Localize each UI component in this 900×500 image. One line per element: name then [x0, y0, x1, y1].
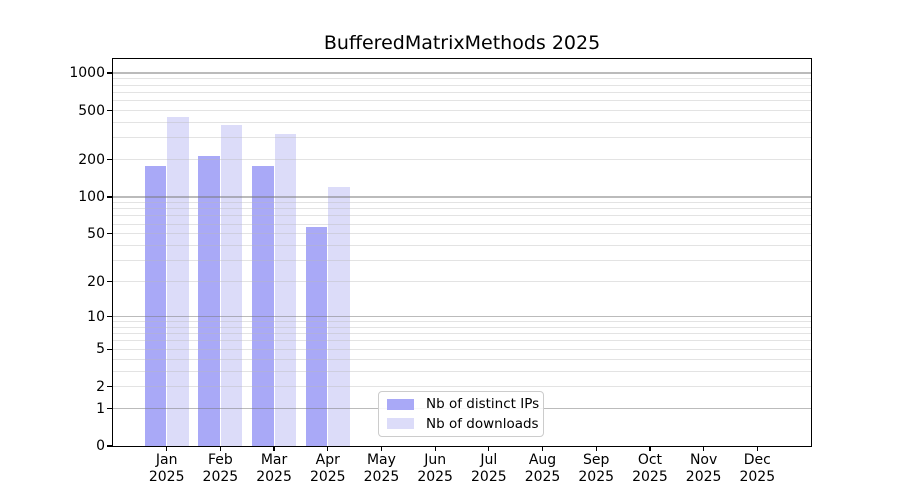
gridline-100 [113, 196, 811, 198]
gridline-20 [113, 281, 811, 283]
legend-item-distinct-ips: Nb of distinct IPs [387, 396, 539, 413]
gridline-400 [113, 122, 811, 124]
gridline-2 [113, 386, 811, 388]
y-tick-label-10: 10 [87, 308, 105, 325]
x-tick-label-aug: Aug 2025 [524, 452, 561, 485]
gridline-8 [113, 326, 811, 328]
x-tick-label-jul: Jul 2025 [471, 452, 507, 485]
gridline-800 [113, 84, 811, 86]
chart-title: BufferedMatrixMethods 2025 [323, 32, 601, 54]
x-tick-mark [488, 446, 490, 451]
x-tick-mark [166, 446, 168, 451]
gridline-90 [113, 202, 811, 204]
gridline-500 [113, 110, 811, 111]
gridline-7 [113, 333, 811, 335]
gridline-4 [113, 358, 811, 360]
legend-label-distinct-ips: Nb of distinct IPs [426, 396, 540, 413]
y-tick-mark [107, 348, 113, 350]
y-tick-mark [107, 159, 113, 161]
gridline-50 [113, 233, 811, 235]
x-tick-mark [380, 446, 383, 451]
x-tick-mark [434, 446, 436, 451]
x-tick-label-oct: Oct 2025 [632, 452, 668, 485]
gridline-80 [113, 208, 811, 210]
x-tick-label-mar: Mar 2025 [256, 452, 292, 485]
bar-distinct-ips-apr [305, 226, 328, 446]
x-tick-label-may: May 2025 [363, 452, 400, 485]
y-tick-mark [107, 196, 113, 198]
gridline-5 [113, 348, 811, 350]
gridline-6 [113, 340, 811, 342]
legend-item-downloads: Nb of downloads [387, 416, 539, 433]
bar-distinct-ips-jan [144, 166, 167, 446]
x-tick-label-dec: Dec 2025 [739, 452, 776, 485]
x-tick-label-feb: Feb 2025 [202, 452, 239, 485]
bar-downloads-feb [220, 125, 243, 446]
gridline-40 [113, 245, 811, 247]
bar-distinct-ips-mar [252, 165, 274, 446]
y-tick-mark [107, 407, 113, 410]
gridline-300 [113, 137, 811, 139]
y-tick-label-5: 5 [96, 341, 105, 358]
y-tick-mark [107, 315, 113, 318]
x-tick-mark [595, 446, 597, 451]
y-tick-label-100: 100 [78, 188, 105, 205]
x-tick-label-sep: Sep 2025 [578, 452, 615, 485]
x-tick-mark [541, 446, 544, 451]
x-tick-mark [219, 446, 222, 451]
x-tick-label-jun: Jun 2025 [417, 452, 453, 485]
x-tick-mark [327, 446, 329, 451]
y-tick-label-0: 0 [96, 438, 105, 454]
y-tick-mark [107, 233, 113, 235]
gridline-60 [113, 223, 811, 225]
y-tick-mark [107, 281, 113, 283]
gridline-30 [113, 260, 811, 262]
legend: Nb of distinct IPs Nb of downloads [378, 391, 544, 437]
legend-swatch-downloads [387, 418, 414, 430]
x-tick-label-jan: Jan 2025 [148, 452, 185, 485]
grid-layer [113, 59, 811, 446]
y-tick-label-200: 200 [78, 151, 105, 168]
y-tick-label-50: 50 [87, 225, 105, 242]
y-tick-label-500: 500 [78, 102, 105, 119]
x-tick-label-apr: Apr 2025 [309, 452, 346, 485]
gridline-600 [113, 100, 811, 102]
gridline-3 [113, 370, 811, 372]
gridline-200 [113, 159, 811, 161]
gridline-9 [113, 321, 811, 323]
y-tick-label-1: 1 [96, 400, 105, 417]
x-tick-label-nov: Nov 2025 [685, 452, 722, 485]
x-tick-mark [756, 446, 758, 451]
y-tick-mark [107, 445, 113, 447]
x-tick-mark [702, 446, 705, 451]
x-tick-mark [273, 446, 275, 451]
gridline-70 [113, 215, 811, 217]
bar-distinct-ips-feb [198, 155, 220, 446]
y-tick-mark [107, 72, 113, 74]
gridline-900 [113, 78, 811, 80]
y-tick-label-20: 20 [87, 273, 105, 290]
y-tick-mark [107, 109, 113, 112]
x-tick-mark [649, 446, 651, 451]
bar-downloads-jan [167, 116, 189, 446]
y-tick-label-2: 2 [96, 378, 105, 395]
legend-swatch-distinct-ips [387, 398, 414, 410]
gridline-1000 [113, 72, 811, 74]
legend-label-downloads: Nb of downloads [426, 415, 539, 432]
bars-layer [113, 59, 811, 446]
bar-downloads-mar [274, 134, 297, 446]
gridline-10 [113, 315, 811, 318]
y-tick-label-1000: 1000 [69, 65, 105, 82]
gridline-700 [113, 91, 811, 93]
y-tick-mark [107, 386, 113, 388]
